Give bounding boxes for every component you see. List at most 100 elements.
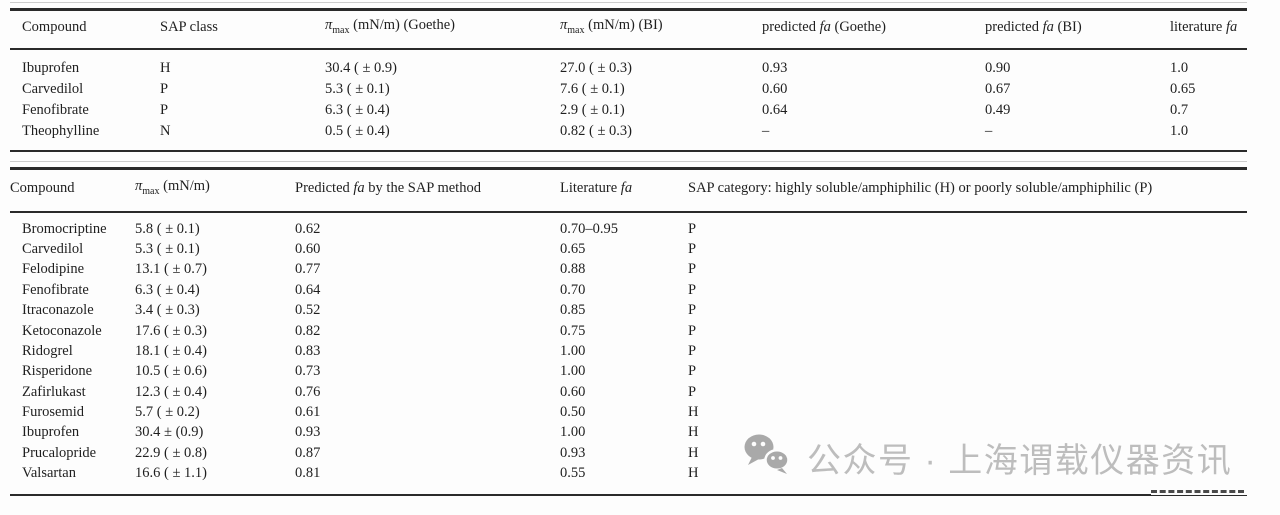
table-row: Ibuprofen H 30.4 ( ± 0.9) 27.0 ( ± 0.3) … xyxy=(10,49,1247,79)
table1-top-hairline xyxy=(10,2,1247,3)
cell-sap-class: P xyxy=(160,80,169,97)
table-row: Ketoconazole 17.6 ( ± 0.3) 0.82 0.75 P xyxy=(10,321,1247,341)
table-row: Itraconazole 3.4 ( ± 0.3) 0.52 0.85 P xyxy=(10,300,1247,320)
cell-pi-goethe: 30.4 ( ± 0.9) xyxy=(325,59,397,76)
cell-compound: Fenofibrate xyxy=(22,101,89,118)
cell-fa-bi: 0.67 xyxy=(985,80,1011,97)
cell-sap-category: H xyxy=(688,444,699,461)
cell-sap-category: P xyxy=(688,322,697,339)
cell-fa-literature: 0.60 xyxy=(560,383,586,400)
cell-fa-goethe: – xyxy=(762,122,770,139)
cell-fa-literature: 0.65 xyxy=(1170,80,1196,97)
table-row: Risperidone 10.5 ( ± 0.6) 0.73 1.00 P xyxy=(10,362,1247,382)
table-row: Ibuprofen 30.4 ± (0.9) 0.93 1.00 H xyxy=(10,423,1247,443)
table-row: Ridogrel 18.1 ( ± 0.4) 0.83 1.00 P xyxy=(10,341,1247,361)
cell-fa-predicted: 0.87 xyxy=(295,444,321,461)
cell-fa-predicted: 0.73 xyxy=(295,363,321,380)
cell-fa-literature: 1.0 xyxy=(1170,122,1189,139)
cell-fa-literature: 1.00 xyxy=(560,363,586,380)
table-row: Prucalopride 22.9 ( ± 0.8) 0.87 0.93 H xyxy=(10,443,1247,463)
table-row: Zafirlukast 12.3 ( ± 0.4) 0.76 0.60 P xyxy=(10,382,1247,402)
cell-compound: Carvedilol xyxy=(22,240,84,257)
cell-pi-max: 3.4 ( ± 0.3) xyxy=(135,302,200,319)
cell-sap-category: P xyxy=(688,363,697,380)
cell-pi-max: 12.3 ( ± 0.4) xyxy=(135,383,207,400)
cell-pi-bi: 7.6 ( ± 0.1) xyxy=(560,80,625,97)
col-header-literature-fa: literature fa xyxy=(1170,9,1247,50)
table-row: Valsartan 16.6 ( ± 1.1) 0.81 0.55 H xyxy=(10,464,1247,495)
cell-sap-category: P xyxy=(688,302,697,319)
cell-sap-class: N xyxy=(160,122,171,139)
col-header-pi-max: πmax (mN/m) xyxy=(135,168,295,213)
cell-sap-class: H xyxy=(160,59,171,76)
col-header-predicted-fa-sap: Predicted fa by the SAP method xyxy=(295,168,560,213)
watermark: 公众号 · 上海谓载仪器资讯 xyxy=(742,433,1232,482)
cell-fa-goethe: 0.64 xyxy=(762,101,788,118)
table2-wrapper: Compound πmax (mN/m) Predicted fa by the… xyxy=(10,167,1247,496)
cell-pi-max: 30.4 ± (0.9) xyxy=(135,424,204,441)
cell-fa-predicted: 0.76 xyxy=(295,383,321,400)
cell-compound: Ketoconazole xyxy=(22,322,102,339)
cell-fa-literature: 0.50 xyxy=(560,404,586,421)
table-row: Carvedilol P 5.3 ( ± 0.1) 7.6 ( ± 0.1) 0… xyxy=(10,79,1247,100)
cell-compound: Zafirlukast xyxy=(22,383,86,400)
col-header-pi-bi: πmax (mN/m) (BI) xyxy=(560,9,762,50)
cell-fa-predicted: 0.64 xyxy=(295,281,321,298)
cell-pi-max: 5.8 ( ± 0.1) xyxy=(135,220,200,237)
table-sap-goethe-bi: Compound SAP class πmax (mN/m) (Goethe) … xyxy=(10,8,1247,152)
cell-fa-bi: 0.90 xyxy=(985,59,1011,76)
cell-fa-goethe: 0.60 xyxy=(762,80,788,97)
col-header-pi-goethe: πmax (mN/m) (Goethe) xyxy=(325,9,560,50)
cell-pi-bi: 0.82 ( ± 0.3) xyxy=(560,122,632,139)
cell-compound: Carvedilol xyxy=(22,80,84,97)
table-row: Theophylline N 0.5 ( ± 0.4) 0.82 ( ± 0.3… xyxy=(10,121,1247,151)
watermark-text: 公众号 · 上海谓载仪器资讯 xyxy=(807,442,1233,480)
cell-pi-max: 22.9 ( ± 0.8) xyxy=(135,444,207,461)
cell-fa-predicted: 0.61 xyxy=(295,404,321,421)
table-row: Carvedilol 5.3 ( ± 0.1) 0.60 0.65 P xyxy=(10,239,1247,259)
cell-pi-max: 17.6 ( ± 0.3) xyxy=(135,322,207,339)
table2-top-hairline xyxy=(10,161,1247,162)
cell-pi-goethe: 5.3 ( ± 0.1) xyxy=(325,80,390,97)
cell-sap-category: H xyxy=(688,424,699,441)
cell-fa-literature: 0.88 xyxy=(560,261,586,278)
table1-wrapper: Compound SAP class πmax (mN/m) (Goethe) … xyxy=(10,8,1247,152)
cell-compound: Prucalopride xyxy=(22,444,97,461)
table1-header: Compound SAP class πmax (mN/m) (Goethe) … xyxy=(10,9,1247,50)
wechat-icon xyxy=(742,433,792,482)
cell-fa-predicted: 0.82 xyxy=(295,322,321,339)
cell-fa-predicted: 0.77 xyxy=(295,261,321,278)
cell-sap-class: P xyxy=(160,101,169,118)
cell-pi-max: 5.3 ( ± 0.1) xyxy=(135,240,200,257)
table2-header: Compound πmax (mN/m) Predicted fa by the… xyxy=(10,168,1247,213)
cell-compound: Fenofibrate xyxy=(22,281,89,298)
cell-fa-literature: 0.93 xyxy=(560,444,586,461)
table2-body: Bromocriptine 5.8 ( ± 0.1) 0.62 0.70–0.9… xyxy=(10,212,1247,495)
cell-fa-predicted: 0.93 xyxy=(295,424,321,441)
cell-pi-max: 18.1 ( ± 0.4) xyxy=(135,342,207,359)
cell-pi-goethe: 0.5 ( ± 0.4) xyxy=(325,122,390,139)
cell-pi-goethe: 6.3 ( ± 0.4) xyxy=(325,101,390,118)
table-row: Fenofibrate P 6.3 ( ± 0.4) 2.9 ( ± 0.1) … xyxy=(10,100,1247,121)
col-header-literature-fa: Literature fa xyxy=(560,168,688,213)
cell-compound: Furosemid xyxy=(22,404,85,421)
cell-pi-bi: 2.9 ( ± 0.1) xyxy=(560,101,625,118)
cell-sap-category: P xyxy=(688,281,697,298)
cell-compound: Itraconazole xyxy=(22,302,94,319)
cell-fa-goethe: 0.93 xyxy=(762,59,788,76)
cell-fa-predicted: 0.62 xyxy=(295,220,321,237)
cell-fa-literature: 0.85 xyxy=(560,302,586,319)
cell-pi-max: 16.6 ( ± 1.1) xyxy=(135,465,207,482)
cell-fa-literature: 1.00 xyxy=(560,342,586,359)
cell-sap-category: P xyxy=(688,261,697,278)
cell-pi-max: 13.1 ( ± 0.7) xyxy=(135,261,207,278)
cell-sap-category: H xyxy=(688,404,699,421)
col-header-predicted-fa-goethe: predicted fa (Goethe) xyxy=(762,9,985,50)
cell-compound: Felodipine xyxy=(22,261,85,278)
cell-pi-bi: 27.0 ( ± 0.3) xyxy=(560,59,632,76)
table1-body: Ibuprofen H 30.4 ( ± 0.9) 27.0 ( ± 0.3) … xyxy=(10,49,1247,151)
cell-compound: Ridogrel xyxy=(22,342,73,359)
scan-artifact-dashes xyxy=(1151,490,1244,493)
table-row: Bromocriptine 5.8 ( ± 0.1) 0.62 0.70–0.9… xyxy=(10,212,1247,239)
